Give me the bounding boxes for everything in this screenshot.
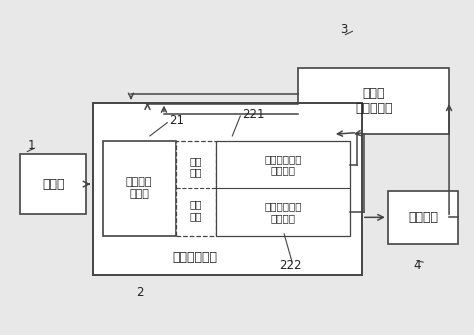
Text: 第二
通道: 第二 通道 xyxy=(190,199,202,221)
Text: 燃油喷嘴: 燃油喷嘴 xyxy=(408,211,438,224)
Text: 第一
通道: 第一 通道 xyxy=(190,156,202,177)
Text: 燃油泵: 燃油泵 xyxy=(42,178,64,191)
Text: 发动机
电子控制器: 发动机 电子控制器 xyxy=(355,87,392,115)
Bar xyxy=(216,141,350,236)
Text: 21: 21 xyxy=(169,115,183,128)
Bar xyxy=(298,68,449,134)
Bar xyxy=(20,154,86,214)
Text: 2: 2 xyxy=(136,285,143,298)
Text: 第二校验曲线
记忆模块: 第二校验曲线 记忆模块 xyxy=(264,201,301,223)
Text: 1: 1 xyxy=(27,139,35,152)
Text: 222: 222 xyxy=(279,259,302,272)
Text: 4: 4 xyxy=(414,259,421,272)
Bar xyxy=(388,191,458,244)
Text: 燃油计量装置: 燃油计量装置 xyxy=(173,251,218,264)
Text: 221: 221 xyxy=(242,108,264,121)
Text: 线性位移
传感器: 线性位移 传感器 xyxy=(126,178,153,199)
Bar xyxy=(93,103,362,275)
Bar xyxy=(103,141,176,236)
Bar xyxy=(176,141,216,236)
Text: 第一校验曲线
记忆模块: 第一校验曲线 记忆模块 xyxy=(264,154,301,176)
Text: 3: 3 xyxy=(341,23,348,36)
